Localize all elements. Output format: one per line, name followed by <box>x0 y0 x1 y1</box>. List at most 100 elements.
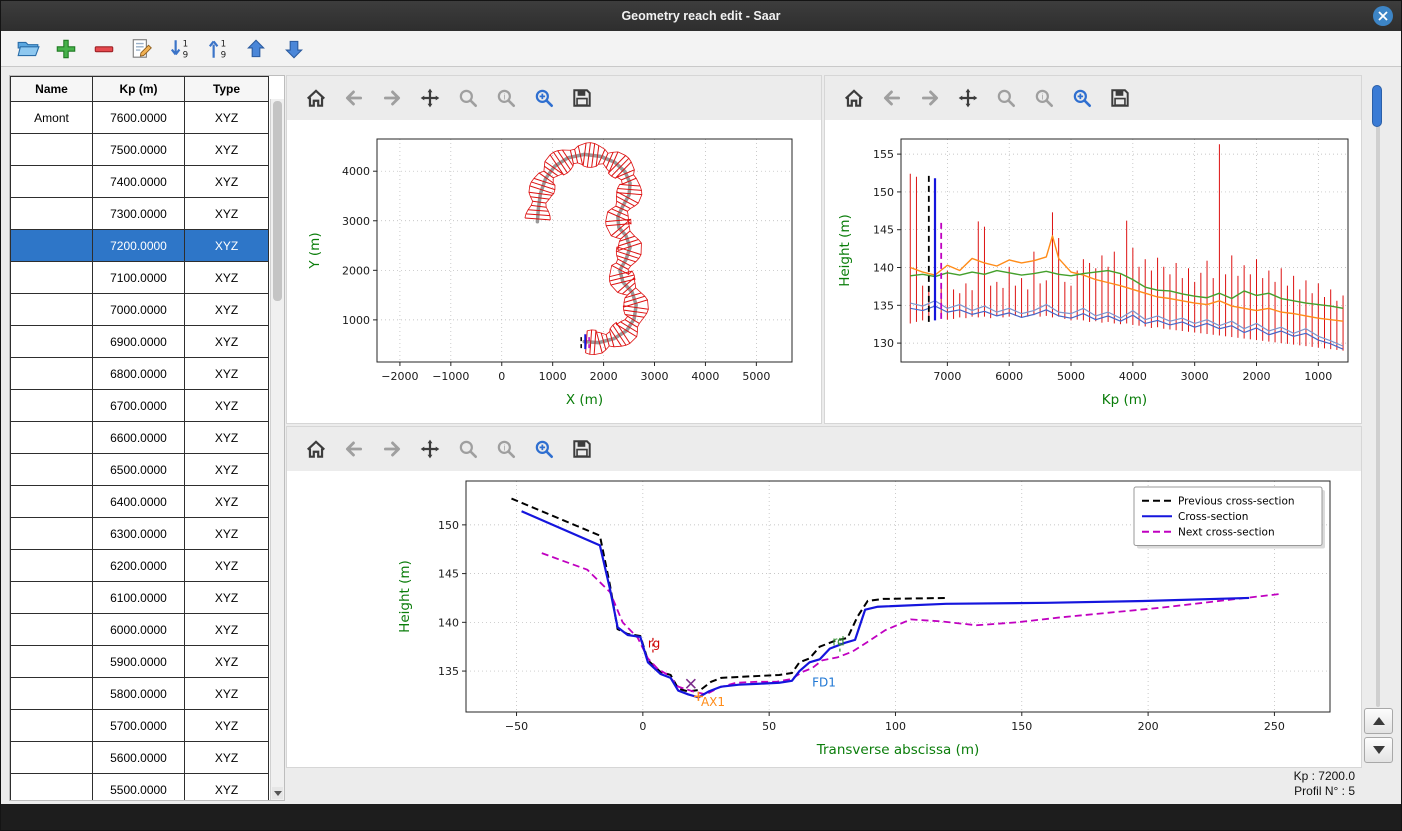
plot-save-button[interactable] <box>567 434 597 464</box>
table-row[interactable]: 6700.0000 XYZ <box>10 389 269 422</box>
plot-home-button[interactable] <box>301 83 331 113</box>
cell-name[interactable] <box>10 293 93 326</box>
cell-kp[interactable]: 6800.0000 <box>92 357 185 390</box>
cell-type[interactable]: XYZ <box>184 101 269 134</box>
window-scrollbar-thumb[interactable] <box>1372 85 1382 127</box>
plot-back-button[interactable] <box>339 83 369 113</box>
cell-type[interactable]: XYZ <box>184 453 269 486</box>
plot-pan-button[interactable] <box>953 83 983 113</box>
plot-zoom-in-button[interactable] <box>529 434 559 464</box>
plot-save-button[interactable] <box>567 83 597 113</box>
table-row[interactable]: 6600.0000 XYZ <box>10 421 269 454</box>
cell-type[interactable]: XYZ <box>184 677 269 710</box>
cell-kp[interactable]: 5800.0000 <box>92 677 185 710</box>
table-row[interactable]: 5500.0000 XYZ <box>10 773 269 800</box>
cell-kp[interactable]: 7200.0000 <box>92 229 185 262</box>
cell-type[interactable]: XYZ <box>184 613 269 646</box>
cell-name[interactable] <box>10 261 93 294</box>
table-row[interactable]: 6000.0000 XYZ <box>10 613 269 646</box>
cell-name[interactable] <box>10 453 93 486</box>
plot-zoom-button[interactable] <box>453 83 483 113</box>
cell-kp[interactable]: 6100.0000 <box>92 581 185 614</box>
table-row[interactable]: 6800.0000 XYZ <box>10 357 269 390</box>
plan-view-plot[interactable]: −2000 −1000 0 1000 2000 3000 4000 5000 1000 2000 3… <box>287 120 821 423</box>
cell-name[interactable] <box>10 517 93 550</box>
cell-type[interactable]: XYZ <box>184 773 269 800</box>
plot-zoom-original-button[interactable]: i <box>491 83 521 113</box>
table-scrollbar-thumb[interactable] <box>273 101 282 301</box>
cell-type[interactable]: XYZ <box>184 645 269 678</box>
plot-zoom-in-button[interactable] <box>1067 83 1097 113</box>
cell-type[interactable]: XYZ <box>184 421 269 454</box>
table-scrollbar-down-button[interactable] <box>272 787 283 799</box>
table-row[interactable]: 7300.0000 XYZ <box>10 197 269 230</box>
cell-name[interactable] <box>10 677 93 710</box>
plot-pan-button[interactable] <box>415 434 445 464</box>
plot-home-button[interactable] <box>839 83 869 113</box>
cell-name[interactable] <box>10 325 93 358</box>
add-row-button[interactable] <box>51 34 81 64</box>
cross-section-plot[interactable]: rg AX1 FD1 rd −50 0 50 100 150 200 250 135 140 145 150… <box>287 471 1361 767</box>
table-row[interactable]: 5600.0000 XYZ <box>10 741 269 774</box>
cell-kp[interactable]: 6700.0000 <box>92 389 185 422</box>
cell-name[interactable] <box>10 485 93 518</box>
col-header-kp[interactable]: Kp (m) <box>92 76 185 102</box>
table-row[interactable]: 6400.0000 XYZ <box>10 485 269 518</box>
edit-row-button[interactable] <box>127 34 157 64</box>
cell-kp[interactable]: 5600.0000 <box>92 741 185 774</box>
cell-name[interactable] <box>10 389 93 422</box>
plot-back-button[interactable] <box>339 434 369 464</box>
profile-down-button[interactable] <box>1364 737 1393 763</box>
cell-kp[interactable]: 6000.0000 <box>92 613 185 646</box>
table-row[interactable]: 5700.0000 XYZ <box>10 709 269 742</box>
move-up-button[interactable] <box>241 34 271 64</box>
cell-name[interactable] <box>10 581 93 614</box>
cell-name[interactable] <box>10 645 93 678</box>
plot-home-button[interactable] <box>301 434 331 464</box>
cell-kp[interactable]: 6600.0000 <box>92 421 185 454</box>
cell-name[interactable]: Amont <box>10 101 93 134</box>
cell-name[interactable] <box>10 197 93 230</box>
plot-zoom-original-button[interactable]: i <box>491 434 521 464</box>
cell-kp[interactable]: 7600.0000 <box>92 101 185 134</box>
table-row[interactable]: 5800.0000 XYZ <box>10 677 269 710</box>
table-row[interactable]: 5900.0000 XYZ <box>10 645 269 678</box>
table-row[interactable]: Amont 7600.0000 XYZ <box>10 101 269 134</box>
cell-name[interactable] <box>10 613 93 646</box>
cell-name[interactable] <box>10 229 93 262</box>
table-row[interactable]: 7100.0000 XYZ <box>10 261 269 294</box>
plot-back-button[interactable] <box>877 83 907 113</box>
cell-kp[interactable]: 6200.0000 <box>92 549 185 582</box>
cell-type[interactable]: XYZ <box>184 485 269 518</box>
cell-kp[interactable]: 5500.0000 <box>92 773 185 800</box>
window-scrollbar-track[interactable] <box>1376 85 1380 707</box>
plot-forward-button[interactable] <box>915 83 945 113</box>
table-row[interactable]: 6200.0000 XYZ <box>10 549 269 582</box>
table-row[interactable]: 6300.0000 XYZ <box>10 517 269 550</box>
cell-type[interactable]: XYZ <box>184 517 269 550</box>
cell-kp[interactable]: 5900.0000 <box>92 645 185 678</box>
table-row[interactable]: 6900.0000 XYZ <box>10 325 269 358</box>
plot-zoom-button[interactable] <box>991 83 1021 113</box>
cell-kp[interactable]: 6400.0000 <box>92 485 185 518</box>
cell-kp[interactable]: 6300.0000 <box>92 517 185 550</box>
cell-name[interactable] <box>10 357 93 390</box>
table-scrollbar[interactable] <box>270 99 284 800</box>
cell-type[interactable]: XYZ <box>184 357 269 390</box>
remove-row-button[interactable] <box>89 34 119 64</box>
cell-type[interactable]: XYZ <box>184 165 269 198</box>
cell-type[interactable]: XYZ <box>184 709 269 742</box>
cell-type[interactable]: XYZ <box>184 741 269 774</box>
longitudinal-profile-plot[interactable]: 7000 6000 5000 4000 3000 2000 1000 130 135 140 145… <box>825 120 1361 423</box>
move-down-button[interactable] <box>279 34 309 64</box>
plot-save-button[interactable] <box>1105 83 1135 113</box>
cell-name[interactable] <box>10 773 93 800</box>
plot-zoom-original-button[interactable]: i <box>1029 83 1059 113</box>
cell-type[interactable]: XYZ <box>184 261 269 294</box>
cell-type[interactable]: XYZ <box>184 389 269 422</box>
plot-zoom-button[interactable] <box>453 434 483 464</box>
cell-type[interactable]: XYZ <box>184 293 269 326</box>
cell-name[interactable] <box>10 709 93 742</box>
cell-kp[interactable]: 7300.0000 <box>92 197 185 230</box>
